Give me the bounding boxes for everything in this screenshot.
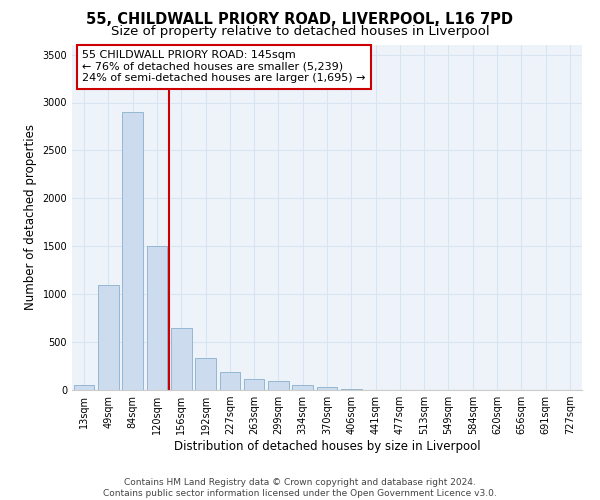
Bar (122, 112, 143, 390)
Bar (74, 385, 94, 390)
Bar (146, 246, 167, 390)
Bar (98, 284, 119, 390)
Y-axis label: Number of detached properties: Number of detached properties (24, 124, 37, 310)
Bar (195, 358, 216, 390)
Text: 55 CHILDWALL PRIORY ROAD: 145sqm
← 76% of detached houses are smaller (5,239)
24: 55 CHILDWALL PRIORY ROAD: 145sqm ← 76% o… (82, 50, 366, 84)
Text: 55, CHILDWALL PRIORY ROAD, LIVERPOOL, L16 7PD: 55, CHILDWALL PRIORY ROAD, LIVERPOOL, L1… (86, 12, 514, 28)
Bar (292, 384, 313, 390)
Text: Size of property relative to detached houses in Liverpool: Size of property relative to detached ho… (110, 25, 490, 38)
Bar (341, 389, 362, 390)
Bar (220, 372, 240, 390)
Bar (268, 382, 289, 390)
Bar (317, 387, 337, 390)
Bar (244, 380, 265, 390)
Text: Contains HM Land Registry data © Crown copyright and database right 2024.
Contai: Contains HM Land Registry data © Crown c… (103, 478, 497, 498)
X-axis label: Distribution of detached houses by size in Liverpool: Distribution of detached houses by size … (173, 440, 481, 453)
Bar (171, 328, 191, 390)
